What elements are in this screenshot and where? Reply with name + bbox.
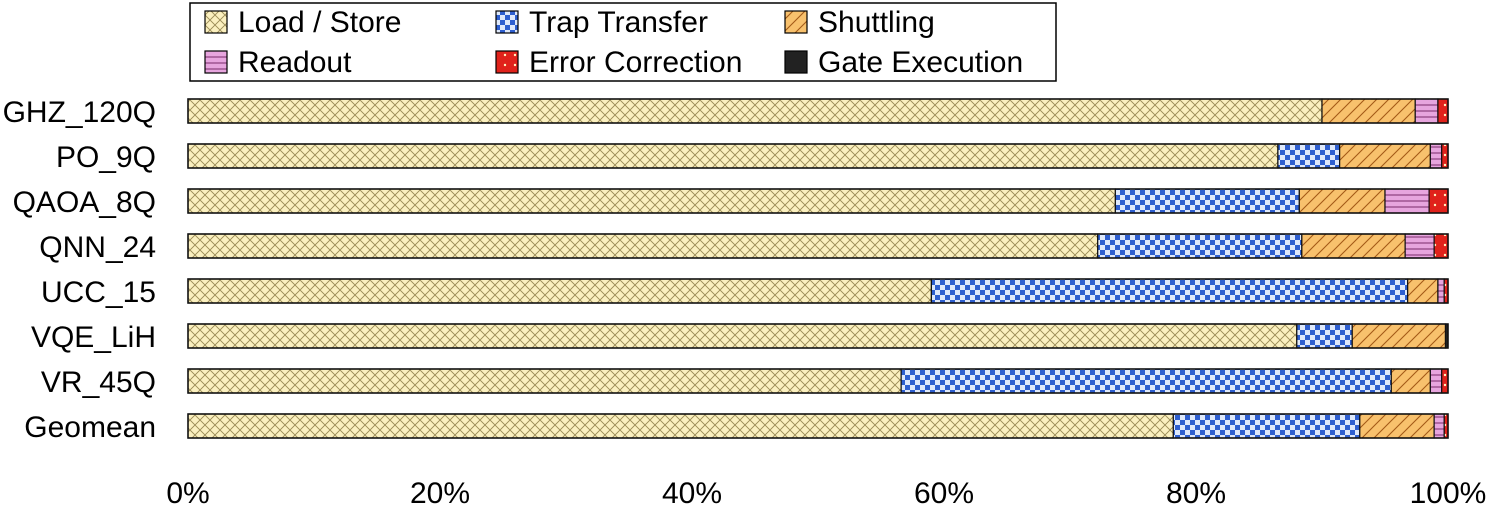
legend-swatch-readout <box>204 50 228 74</box>
bars <box>187 98 1449 439</box>
bar-ucc-15-shuttling <box>1407 278 1439 304</box>
x-axis-ticks: 0% 20% 40% 60% 80% 100% <box>166 477 1486 507</box>
bar-vr-45q-readout <box>1429 368 1443 394</box>
category-label: Geomean <box>24 411 156 444</box>
category-label: PO_9Q <box>56 141 156 174</box>
bar-vr-45q-load-store <box>187 368 902 394</box>
bar-vr-45q-trap-transfer <box>900 368 1392 394</box>
legend-label-shuttling: Shuttling <box>818 6 935 39</box>
bar-qnn-24-load-store <box>187 233 1099 259</box>
bar-outline-po-9q <box>187 143 1449 169</box>
bar-qaoa-8q-readout <box>1384 188 1430 214</box>
bar-qnn-24-readout <box>1404 233 1435 259</box>
bar-outline-vr-45q <box>187 368 1449 394</box>
legend-label-gate-execution: Gate Execution <box>818 46 1023 79</box>
x-tick-label: 40% <box>662 477 722 507</box>
x-tick-label: 100% <box>1410 477 1487 507</box>
category-label: UCC_15 <box>41 276 156 309</box>
bar-vqe-lih-trap-transfer <box>1296 323 1353 349</box>
bar-po-9q-shuttling <box>1339 143 1431 169</box>
category-label: GHZ_120Q <box>3 96 156 129</box>
bar-vqe-lih-shuttling <box>1351 323 1447 349</box>
bar-outline-ucc-15 <box>187 278 1449 304</box>
legend-label-trap-transfer: Trap Transfer <box>529 6 708 39</box>
bar-po-9q-trap-transfer <box>1277 143 1341 169</box>
legend: Load / Store Trap Transfer Shuttling Readou… <box>189 2 1057 82</box>
bar-outline-geomean <box>187 413 1449 439</box>
x-tick-label: 20% <box>410 477 470 507</box>
bar-vr-45q-shuttling <box>1390 368 1431 394</box>
legend-swatch-gate-execution <box>784 50 808 74</box>
bar-ucc-15-trap-transfer <box>930 278 1409 304</box>
bar-ghz-120q-error-correction <box>1437 98 1449 124</box>
bar-geomean-readout <box>1433 413 1445 439</box>
legend-label-load-store: Load / Store <box>238 6 401 39</box>
bar-outline-qaoa-8q <box>187 188 1449 214</box>
bar-geomean-trap-transfer <box>1172 413 1361 439</box>
bar-geomean-shuttling <box>1359 413 1435 439</box>
bar-qnn-24-trap-transfer <box>1097 233 1303 259</box>
legend-frame <box>189 2 1057 82</box>
legend-swatch-error-correction <box>495 50 519 74</box>
bar-geomean-load-store <box>187 413 1174 439</box>
bar-po-9q-readout <box>1429 143 1443 169</box>
bar-qaoa-8q-error-correction <box>1428 188 1449 214</box>
bar-outline-vqe-lih <box>187 323 1449 349</box>
bar-ucc-15-readout <box>1437 278 1445 304</box>
category-label: VR_45Q <box>41 366 156 399</box>
legend-label-error-correction: Error Correction <box>529 46 742 79</box>
legend-swatch-shuttling <box>784 10 808 34</box>
bar-ghz-120q-load-store <box>187 98 1323 124</box>
legend-swatch-load-store <box>204 10 228 34</box>
bar-qaoa-8q-shuttling <box>1298 188 1386 214</box>
bar-ghz-120q-readout <box>1414 98 1439 124</box>
x-tick-label: 80% <box>1166 477 1226 507</box>
bar-vr-45q-error-correction <box>1441 368 1449 394</box>
bar-ghz-120q-shuttling <box>1321 98 1416 124</box>
bar-vqe-lih-load-store <box>187 323 1298 349</box>
bar-ucc-15-load-store <box>187 278 933 304</box>
category-label: VQE_LiH <box>31 321 156 354</box>
x-tick-label: 0% <box>166 477 209 507</box>
bar-qnn-24-error-correction <box>1433 233 1449 259</box>
bar-outline-ghz-120q <box>187 98 1449 124</box>
bar-qaoa-8q-trap-transfer <box>1114 188 1300 214</box>
bar-outline-qnn-24 <box>187 233 1449 259</box>
bar-qaoa-8q-load-store <box>187 188 1116 214</box>
x-tick-label: 60% <box>914 477 974 507</box>
bar-po-9q-error-correction <box>1441 143 1449 169</box>
category-label: QAOA_8Q <box>13 186 156 219</box>
category-label: QNN_24 <box>39 231 156 264</box>
category-labels: GHZ_120Q PO_9Q QAOA_8Q QNN_24 UCC_15 VQE_LiH V… <box>3 96 156 444</box>
bar-po-9q-load-store <box>187 143 1279 169</box>
bar-qnn-24-shuttling <box>1301 233 1406 259</box>
legend-swatch-trap-transfer <box>495 10 519 34</box>
legend-label-readout: Readout <box>238 46 352 79</box>
